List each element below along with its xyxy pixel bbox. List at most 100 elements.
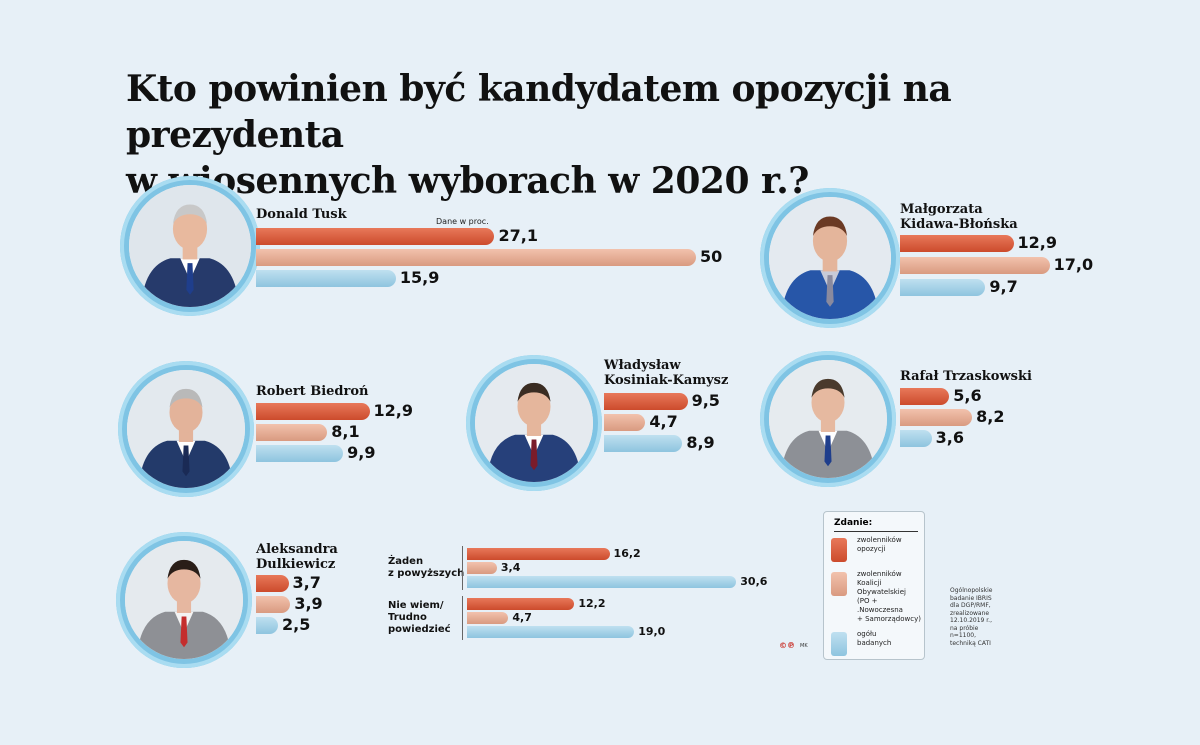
bar-tusk-all — [256, 270, 396, 287]
bar-trzaskowski-opposition — [900, 388, 950, 405]
legend-label-line: (PO + .Nowoczesna — [857, 597, 903, 614]
candidate-photo-trzaskowski — [769, 360, 887, 478]
value-label-tusk-all: 15,9 — [399, 268, 440, 287]
candidate-name-trzaskowski: Rafał Trzaskowski — [900, 369, 1032, 384]
legend-label-line: ogółu — [857, 630, 877, 638]
candidate-name-line: Kosiniak-Kamysz — [604, 373, 729, 388]
bar-biedron-all — [256, 445, 344, 462]
legend-label-line: Obywatelskiej — [857, 588, 907, 596]
legend-label-line: + Samorządowcy) — [857, 615, 921, 623]
candidate-name-line: Aleksandra — [256, 542, 338, 557]
candidate-name-dulkiewicz: Aleksandra Dulkiewicz — [256, 542, 338, 572]
legend-swatch-ko — [831, 572, 847, 596]
value-label-none-all: 30,6 — [740, 575, 768, 588]
candidate-name-line: Robert Biedroń — [256, 384, 369, 399]
value-label-dulkiewicz-opposition: 3,7 — [292, 573, 321, 592]
answer-label-line: Nie wiem/ — [388, 600, 444, 611]
legend-swatch-all — [831, 632, 847, 656]
candidate-name-line: Władysław — [604, 358, 681, 373]
value-label-kosiniak-opposition: 9,5 — [691, 391, 720, 410]
value-label-kosiniak-ko: 4,7 — [649, 412, 678, 431]
legend-title: Zdanie: — [834, 518, 873, 528]
value-label-kosiniak-all: 8,9 — [686, 433, 715, 452]
answer-label-line: Trudno — [388, 612, 427, 623]
candidate-photo-biedron — [127, 370, 245, 488]
answer-separator-dontknow — [462, 596, 463, 640]
bar-dontknow-all — [467, 626, 635, 638]
legend-label-line: opozycji — [857, 545, 886, 553]
bar-dontknow-ko — [467, 612, 509, 624]
candidate-photo-kidawa — [769, 197, 891, 319]
value-label-none-ko: 3,4 — [500, 561, 521, 574]
author-initials: MK — [800, 643, 808, 649]
bar-dulkiewicz-ko — [256, 596, 291, 613]
bar-dulkiewicz-all — [256, 617, 278, 634]
value-label-tusk-ko: 50 — [700, 247, 723, 266]
value-label-dontknow-opposition: 12,2 — [578, 597, 606, 610]
value-label-kidawa-ko: 17,0 — [1053, 255, 1094, 274]
bar-kidawa-all — [900, 279, 986, 296]
title-line-1: Kto powinien być kandydatem opozycji na … — [126, 68, 952, 156]
bar-kidawa-ko — [900, 257, 1050, 274]
value-label-trzaskowski-opposition: 5,6 — [953, 386, 982, 405]
bar-none-ko — [467, 562, 497, 574]
answer-label-none: Żaden z powyższych — [388, 556, 464, 580]
units-note: Dane w proc. — [436, 217, 489, 226]
candidate-photo-tusk — [129, 185, 251, 307]
answer-label-line: Żaden — [388, 556, 424, 567]
candidate-name-line: Donald Tusk — [256, 207, 347, 222]
value-label-biedron-opposition: 12,9 — [373, 401, 413, 420]
title-line-2: w wiosennych wyborach w 2020 r.? — [126, 160, 809, 202]
value-label-dulkiewicz-all: 2,5 — [282, 615, 311, 634]
legend-label-opposition: zwolenników opozycji — [857, 536, 923, 554]
source-line: dla DGP/RMF, — [950, 602, 991, 609]
legend-swatch-opposition — [831, 538, 847, 562]
value-label-biedron-all: 9,9 — [347, 443, 376, 462]
bar-tusk-ko — [256, 249, 696, 266]
value-label-dontknow-all: 19,0 — [638, 625, 666, 638]
legend-label-line: Koalicji — [857, 579, 882, 587]
candidate-name-kosiniak: Władysław Kosiniak-Kamysz — [604, 358, 728, 388]
value-label-none-opposition: 16,2 — [613, 547, 641, 560]
value-label-trzaskowski-ko: 8,2 — [976, 407, 1005, 426]
legend-label-line: zwolenników — [857, 570, 902, 578]
value-label-dontknow-ko: 4,7 — [512, 611, 532, 624]
bar-kosiniak-all — [604, 435, 683, 452]
answer-label-dontknow: Nie wiem/Trudno powiedzieć — [388, 600, 451, 636]
candidate-name-line: Małgorzata — [900, 202, 983, 217]
legend-label-line: badanych — [857, 639, 892, 647]
source-line: badanie IBRIS — [950, 594, 992, 602]
bar-biedron-ko — [256, 424, 328, 441]
publisher-logo: ©℗ — [779, 641, 795, 650]
bar-tusk-opposition — [256, 228, 495, 245]
value-label-trzaskowski-all: 3,6 — [935, 428, 965, 447]
bar-biedron-opposition — [256, 403, 370, 420]
legend-label-line: zwolenników — [857, 536, 902, 544]
source-note: Ogólnopolskie badanie IBRIS dla DGP/RMF, zr… — [950, 587, 1016, 647]
answer-label-line: z powyższych — [388, 568, 465, 579]
source-line: techniką CATI — [950, 639, 991, 647]
value-label-biedron-ko: 8,1 — [331, 422, 360, 441]
bar-kidawa-opposition — [900, 235, 1014, 252]
candidate-photo-kosiniak — [475, 364, 593, 482]
bar-kosiniak-opposition — [604, 393, 688, 410]
value-label-tusk-opposition: 27,1 — [498, 226, 538, 245]
answer-label-line: powiedzieć — [388, 624, 451, 635]
source-line: zrealizowane — [950, 609, 990, 617]
bar-trzaskowski-ko — [900, 409, 973, 426]
candidate-photo-dulkiewicz — [125, 541, 243, 659]
bar-kosiniak-ko — [604, 414, 646, 431]
bar-none-opposition — [467, 548, 610, 560]
value-label-dulkiewicz-ko: 3,9 — [294, 594, 323, 613]
bar-dulkiewicz-opposition — [256, 575, 289, 592]
bar-none-all — [467, 576, 737, 588]
source-line: Ogólnopolskie — [950, 587, 993, 594]
candidate-name-tusk: Donald Tusk — [256, 207, 347, 222]
value-label-kidawa-opposition: 12,9 — [1017, 233, 1057, 252]
candidate-name-line: Rafał Trzaskowski — [900, 369, 1032, 384]
candidate-name-line: Dulkiewicz — [256, 557, 336, 572]
chart-title: Kto powinien być kandydatem opozycji na … — [126, 66, 1126, 204]
legend-label-all: ogółu badanych — [857, 630, 923, 648]
bar-dontknow-opposition — [467, 598, 575, 610]
legend-label-ko: zwolenników Koalicji Obywatelskiej (PO + .N… — [857, 570, 923, 624]
